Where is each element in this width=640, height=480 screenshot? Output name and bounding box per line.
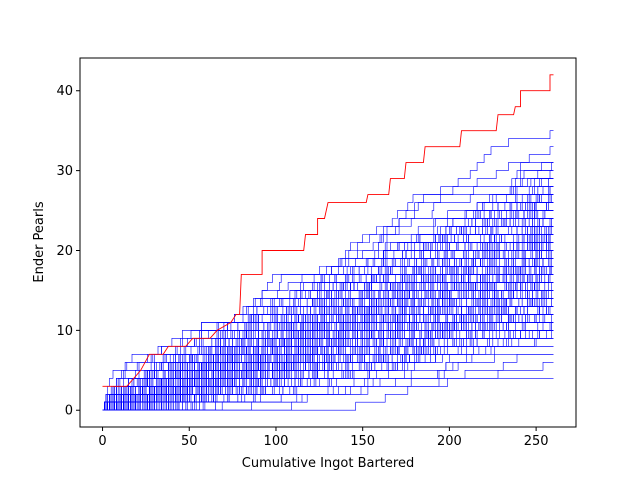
background-run-line [102,282,554,411]
background-run-line [102,290,554,411]
highlighted-run [102,74,554,387]
y-tick-label: 10 [56,324,73,339]
x-tick-label: 200 [437,434,462,449]
background-run-line [102,274,554,411]
y-tick-label: 40 [56,84,73,99]
highlighted-run-line [102,74,554,387]
background-run-line [102,242,554,411]
background-run-line [102,266,554,411]
background-run-line [102,290,554,411]
y-axis-label: Ender Pearls [32,201,47,282]
background-run-line [102,330,554,411]
plot-frame [79,57,577,428]
background-run-line [102,378,554,411]
y-tick-label: 0 [65,404,73,419]
background-run-line [102,306,554,411]
background-run-line [102,242,554,411]
x-tick-label: 250 [524,434,549,449]
y-axis: 0 10 20 30 40 [56,84,80,419]
x-tick-label: 50 [181,434,198,449]
y-tick-label: 20 [56,244,73,259]
x-tick-label: 150 [350,434,375,449]
background-run-line [102,298,554,411]
background-run-line [102,178,554,411]
background-run-line [102,274,554,411]
background-run-line [102,274,554,411]
background-run-line [102,234,554,411]
background-runs [102,130,554,411]
x-axis: 0 50 100 150 200 250 [98,427,549,449]
background-run-line [102,282,554,411]
x-tick-label: 0 [98,434,106,449]
background-run-line [102,186,554,411]
x-tick-label: 100 [264,434,289,449]
x-axis-label: Cumulative Ingot Bartered [242,456,414,471]
y-tick-label: 30 [56,164,73,179]
background-run-line [102,130,554,411]
background-run-line [102,242,554,411]
